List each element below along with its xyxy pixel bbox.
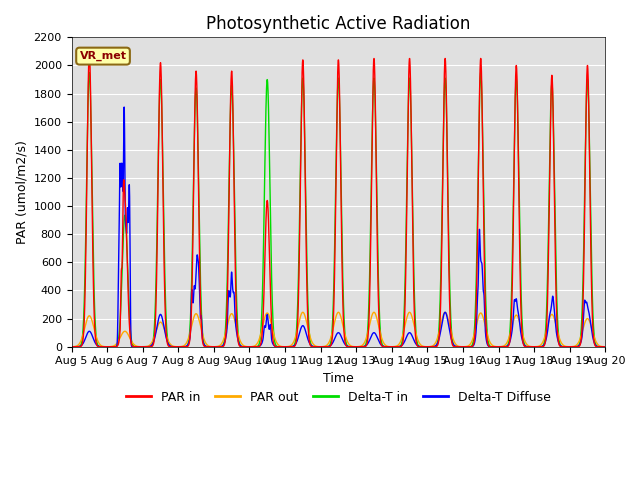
Delta-T in bbox=[488, 344, 496, 349]
Delta-T Diffuse bbox=[601, 344, 609, 349]
Delta-T Diffuse bbox=[164, 339, 172, 345]
PAR out bbox=[68, 344, 76, 349]
PAR out bbox=[601, 344, 609, 349]
PAR in bbox=[429, 344, 436, 349]
Delta-T Diffuse bbox=[429, 344, 436, 349]
PAR in bbox=[601, 344, 609, 349]
X-axis label: Time: Time bbox=[323, 372, 354, 385]
Delta-T in bbox=[458, 344, 466, 349]
Delta-T in bbox=[86, 70, 93, 75]
Delta-T in bbox=[601, 344, 609, 349]
PAR in bbox=[86, 50, 93, 56]
Text: VR_met: VR_met bbox=[79, 51, 127, 61]
PAR out bbox=[428, 343, 436, 349]
PAR out bbox=[441, 310, 449, 315]
Title: Photosynthetic Active Radiation: Photosynthetic Active Radiation bbox=[206, 15, 470, 33]
PAR out bbox=[602, 344, 609, 349]
PAR in bbox=[458, 344, 466, 349]
PAR out bbox=[488, 342, 496, 348]
Delta-T in bbox=[68, 344, 76, 349]
PAR in bbox=[319, 344, 326, 349]
Delta-T Diffuse bbox=[488, 344, 496, 349]
Y-axis label: PAR (umol/m2/s): PAR (umol/m2/s) bbox=[15, 140, 28, 244]
Line: PAR in: PAR in bbox=[72, 53, 605, 347]
Delta-T Diffuse bbox=[120, 104, 128, 110]
Delta-T in bbox=[429, 344, 436, 349]
PAR in bbox=[68, 344, 76, 349]
Line: PAR out: PAR out bbox=[72, 312, 605, 347]
Line: Delta-T Diffuse: Delta-T Diffuse bbox=[72, 107, 605, 347]
PAR in bbox=[602, 344, 609, 349]
PAR out bbox=[164, 336, 172, 342]
PAR in bbox=[164, 341, 172, 347]
Delta-T in bbox=[164, 336, 172, 342]
Line: Delta-T in: Delta-T in bbox=[72, 72, 605, 347]
Delta-T Diffuse bbox=[319, 344, 326, 349]
Delta-T Diffuse bbox=[458, 344, 466, 349]
Delta-T Diffuse bbox=[602, 344, 609, 349]
PAR in bbox=[488, 344, 496, 349]
PAR out bbox=[458, 344, 466, 349]
Delta-T in bbox=[602, 344, 609, 349]
Legend: PAR in, PAR out, Delta-T in, Delta-T Diffuse: PAR in, PAR out, Delta-T in, Delta-T Dif… bbox=[120, 385, 556, 408]
PAR out bbox=[319, 344, 326, 349]
Delta-T in bbox=[319, 344, 326, 349]
Delta-T Diffuse bbox=[68, 344, 76, 349]
